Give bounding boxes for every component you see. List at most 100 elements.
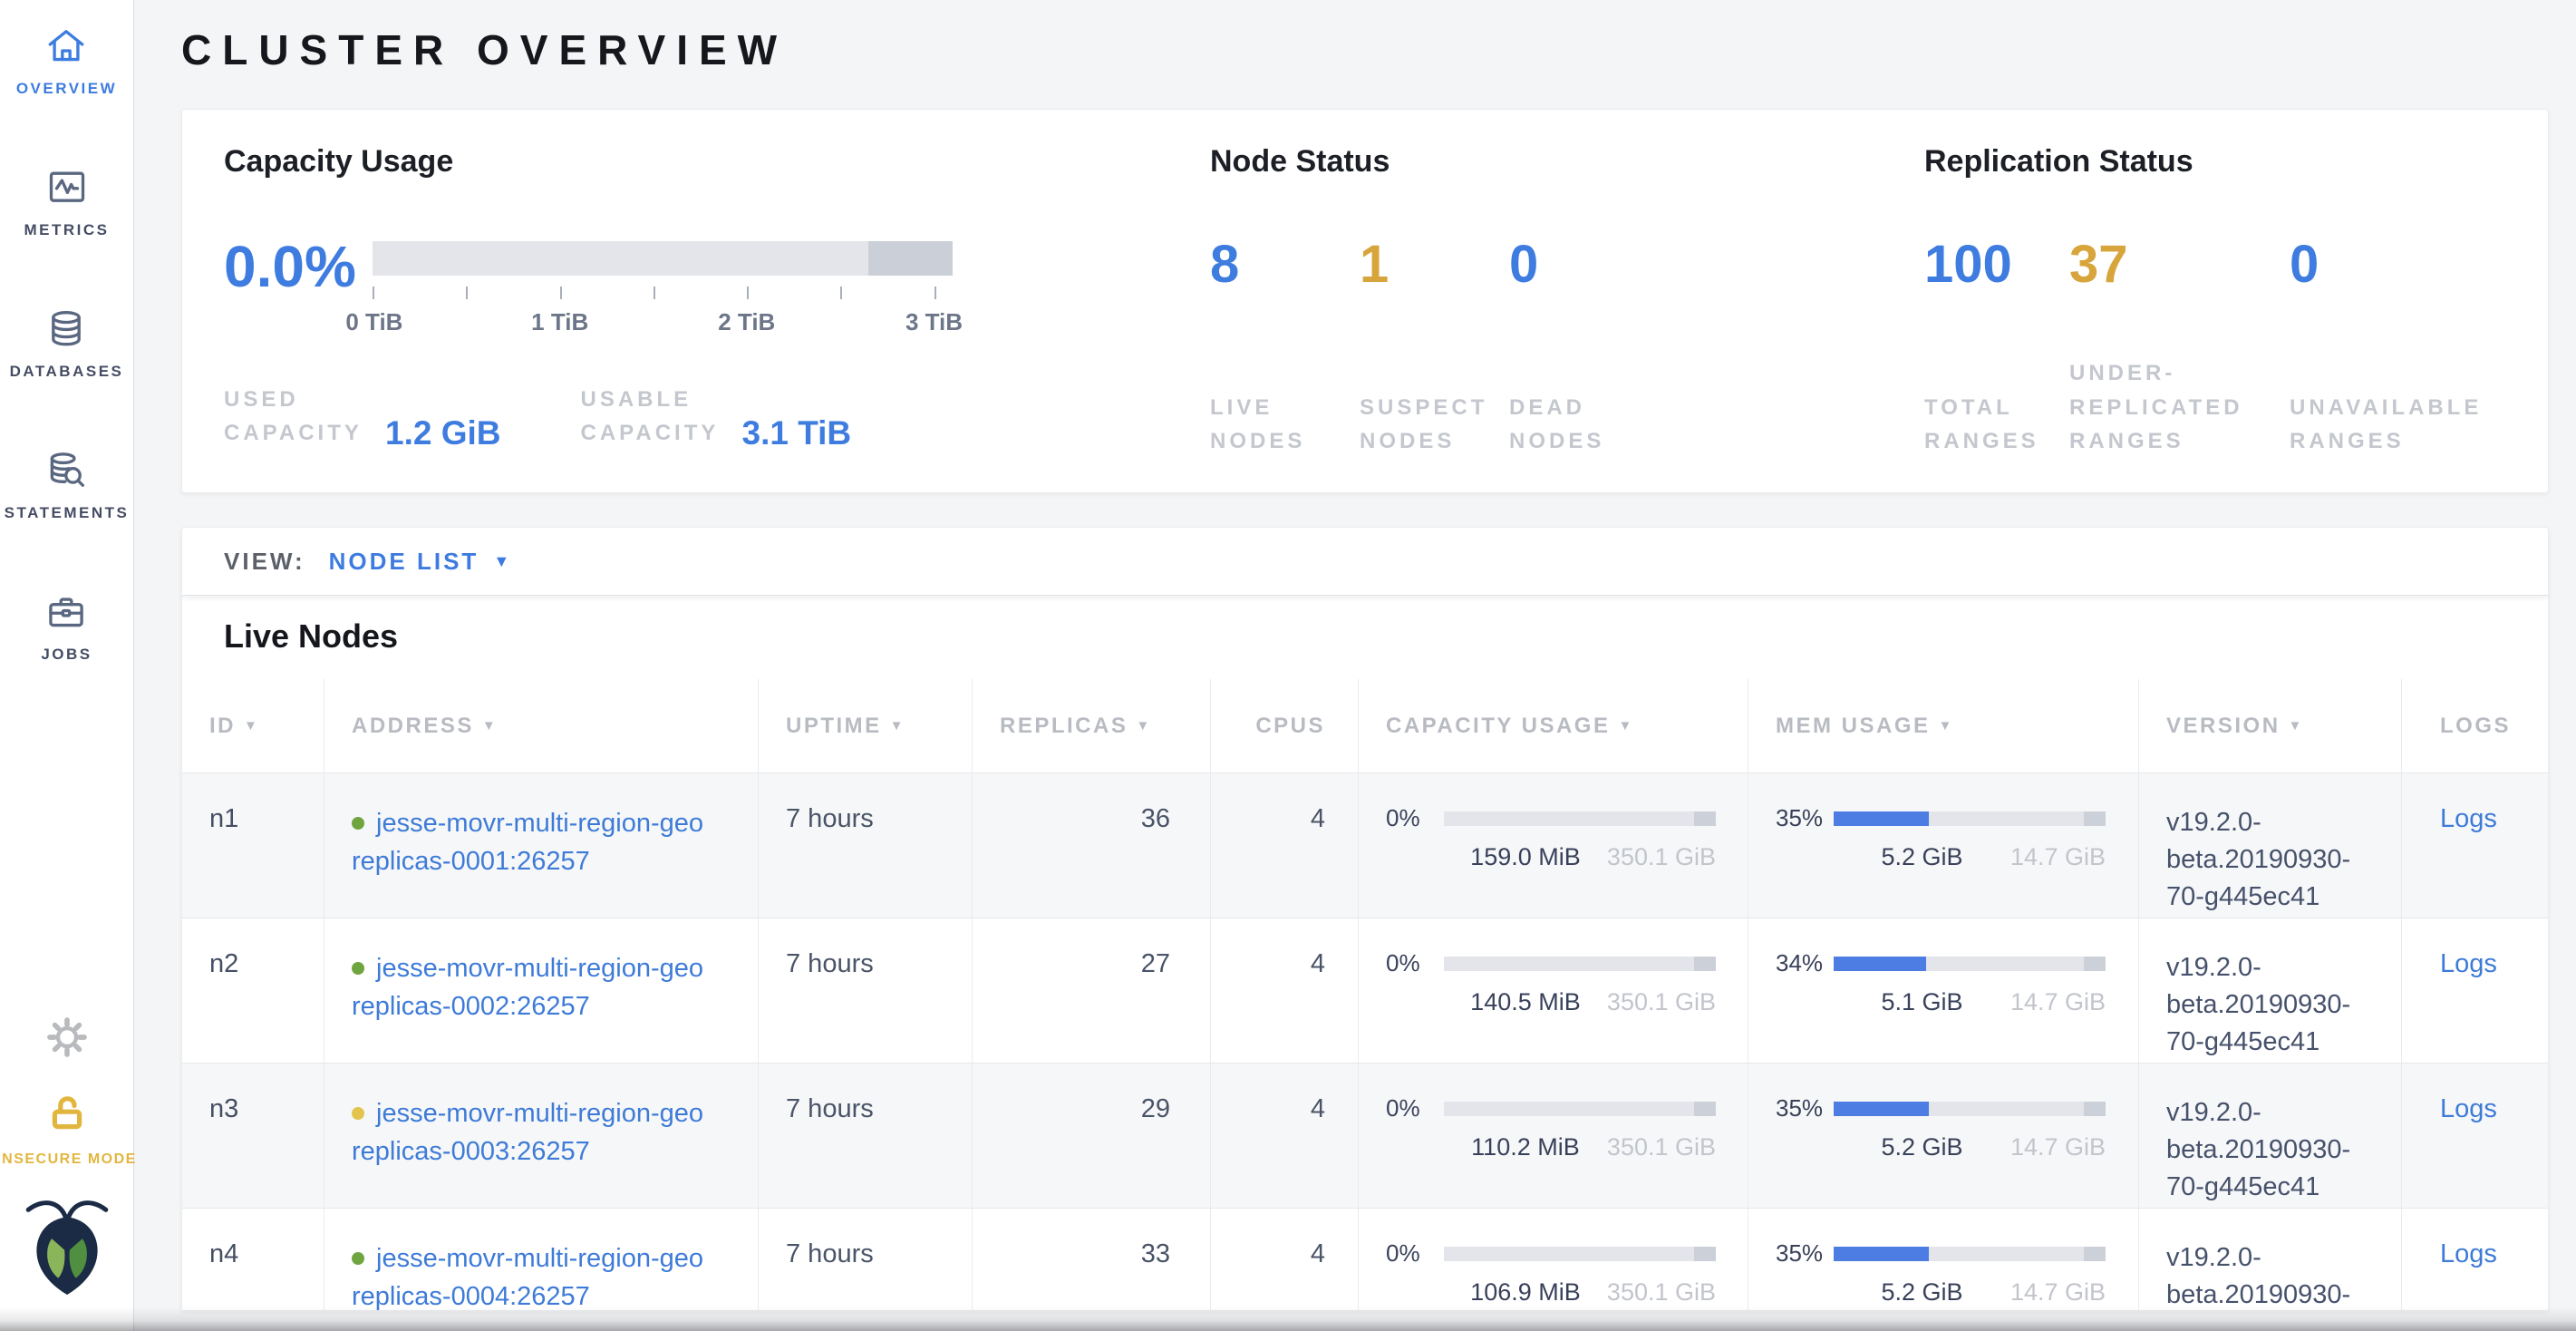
mem-percent-label: 35%: [1776, 804, 1824, 831]
axis-tick-label: 0 TiB: [345, 308, 403, 335]
node-address-link[interactable]: replicas-0002:26257: [352, 992, 590, 1022]
logs-link[interactable]: Logs: [2440, 949, 2497, 978]
used-capacity-label: USED CAPACITY: [224, 387, 363, 446]
mem-used-value: 5.2 GiB: [1881, 843, 1963, 870]
column-header-cpus: CPUS: [1210, 679, 1358, 772]
column-header-uptime[interactable]: UPTIME ▼: [758, 679, 972, 772]
node-address-link[interactable]: replicas-0004:26257: [352, 1282, 590, 1311]
replication-status-section: Replication Status 100 TOTAL RANGES 37 U…: [1924, 144, 2506, 458]
mem-percent-label: 35%: [1776, 1239, 1824, 1267]
capacity-percent-label: 0%: [1386, 804, 1420, 831]
open-lock-icon: [45, 1091, 89, 1139]
cockroachdb-logo[interactable]: [20, 1195, 114, 1297]
main-content: CLUSTER OVERVIEW Capacity Usage 0.0%: [134, 0, 2576, 1331]
mem-used-value: 5.2 GiB: [1881, 1278, 1963, 1306]
node-status-dot: [352, 817, 364, 830]
insecure-mode-indicator[interactable]: INSECURE MODE: [0, 1091, 137, 1168]
sidebar-item-statements[interactable]: STATEMENTS: [5, 448, 130, 522]
node-address-link[interactable]: replicas-0003:26257: [352, 1137, 590, 1167]
sort-icon: ▼: [2288, 718, 2302, 734]
node-logs-cell: Logs: [2401, 918, 2548, 1063]
capacity-bar: [1444, 1101, 1716, 1116]
table-header-row: ID ▼ ADDRESS ▼ UPTIME ▼ REPLICAS ▼ CPUS CAPA…: [182, 679, 2548, 772]
column-header-logs: LOGS: [2401, 679, 2548, 772]
insecure-mode-label: INSECURE MODE: [0, 1151, 137, 1167]
capacity-gauge-row: 0.0% 0 TiB 1 TiB: [224, 236, 1210, 335]
view-dropdown[interactable]: NODE LIST ▼: [329, 548, 510, 576]
total-ranges-value: 100: [1924, 235, 2012, 294]
capacity-usage-title: Capacity Usage: [224, 144, 454, 179]
node-status-dot: [352, 1107, 364, 1120]
logs-link[interactable]: Logs: [2440, 1239, 2497, 1268]
node-version: v19.2.0-beta.20190930-70-g445ec41: [2138, 1064, 2401, 1208]
node-cpus: 4: [1210, 1064, 1358, 1208]
mem-bar: [1834, 956, 2106, 971]
sidebar-item-label: STATEMENTS: [4, 504, 130, 521]
node-address-link[interactable]: jesse-movr-multi-region-geo: [376, 1099, 703, 1128]
capacity-usage-section: Capacity Usage 0.0%: [224, 144, 1210, 458]
node-cpus: 4: [1210, 918, 1358, 1063]
page-title: CLUSTER OVERVIEW: [181, 26, 789, 73]
capacity-total-value: 350.1 GiB: [1606, 843, 1716, 870]
column-header-replicas[interactable]: REPLICAS ▼: [972, 679, 1210, 772]
node-mem-usage: 35% 5.2 GiB 14.7 GiB: [1748, 1064, 2138, 1208]
logs-link[interactable]: Logs: [2440, 804, 2497, 833]
node-id: n2: [209, 949, 239, 978]
table-row: n3 jesse-movr-multi-region-geo replicas-0…: [182, 1063, 2548, 1208]
dead-nodes-stat: 0 DEAD NODES: [1509, 219, 1659, 458]
node-address-link[interactable]: jesse-movr-multi-region-geo: [376, 809, 703, 838]
usable-capacity-stat: USABLE CAPACITY 3.1 TiB: [581, 383, 852, 452]
column-header-capacity-usage[interactable]: CAPACITY USAGE ▼: [1358, 679, 1748, 772]
node-logs-cell: Logs: [2401, 773, 2548, 918]
suspect-nodes-value: 1: [1360, 235, 1390, 294]
node-address-link[interactable]: jesse-movr-multi-region-geo: [376, 1244, 703, 1273]
node-uptime: 7 hours: [758, 773, 972, 918]
column-header-mem-usage[interactable]: MEM USAGE ▼: [1748, 679, 2138, 772]
column-header-address[interactable]: ADDRESS ▼: [324, 679, 758, 772]
axis-tick: [466, 287, 469, 299]
node-cpus: 4: [1210, 773, 1358, 918]
suspect-nodes-label: SUSPECT NODES: [1360, 394, 1488, 453]
sidebar-item-databases[interactable]: DATABASES: [10, 306, 124, 381]
used-capacity-stat: USED CAPACITY 1.2 GiB: [224, 383, 501, 452]
sidebar-item-metrics[interactable]: METRICS: [24, 165, 110, 239]
node-mem-usage: 35% 5.2 GiB 14.7 GiB: [1748, 1209, 2138, 1310]
node-address-cell: jesse-movr-multi-region-geo replicas-0001…: [324, 773, 758, 918]
unavailable-ranges-value: 0: [2290, 235, 2319, 294]
node-replicas: 29: [972, 1064, 1210, 1208]
sidebar-item-jobs[interactable]: JOBS: [41, 589, 92, 664]
column-header-version[interactable]: VERSION ▼: [2138, 679, 2401, 772]
sidebar-item-label: DATABASES: [9, 363, 124, 380]
node-address-link[interactable]: jesse-movr-multi-region-geo: [376, 954, 703, 983]
axis-tick: [839, 287, 842, 299]
mem-total-value: 14.7 GiB: [2009, 988, 2106, 1015]
node-capacity-usage: 0% 159.0 MiB 350.1 GiB: [1358, 773, 1748, 918]
node-address-link[interactable]: replicas-0001:26257: [352, 847, 590, 877]
node-replicas: 36: [972, 773, 1210, 918]
sort-icon: ▼: [1136, 718, 1150, 734]
live-nodes-label: LIVE NODES: [1210, 394, 1306, 453]
mem-total-value: 14.7 GiB: [2009, 1278, 2106, 1306]
axis-tick-label: 3 TiB: [905, 308, 964, 335]
mem-bar: [1834, 811, 2106, 826]
home-icon: [44, 24, 89, 69]
table-row: n2 jesse-movr-multi-region-geo replicas-0…: [182, 918, 2548, 1063]
settings-gear-icon[interactable]: [44, 1014, 91, 1065]
table-row: n1 jesse-movr-multi-region-geo replicas-0…: [182, 772, 2548, 918]
node-uptime: 7 hours: [758, 1064, 972, 1208]
capacity-gauge-reserved-segment: [868, 241, 953, 276]
column-header-id[interactable]: ID ▼: [209, 713, 257, 738]
capacity-percent-label: 0%: [1386, 1239, 1420, 1267]
mem-total-value: 14.7 GiB: [2009, 1133, 2106, 1161]
logs-link[interactable]: Logs: [2440, 1094, 2497, 1123]
live-nodes-value: 8: [1210, 235, 1240, 294]
node-cpus: 4: [1210, 1209, 1358, 1310]
capacity-total-value: 350.1 GiB: [1606, 1133, 1716, 1161]
node-status-dot: [352, 962, 364, 975]
sidebar-item-overview[interactable]: OVERVIEW: [16, 24, 117, 98]
unavailable-ranges-label: UNAVAILABLE RANGES: [2290, 394, 2483, 453]
mem-used-value: 5.2 GiB: [1881, 1133, 1963, 1161]
node-logs-cell: Logs: [2401, 1064, 2548, 1208]
axis-tick-label: 1 TiB: [531, 308, 589, 335]
